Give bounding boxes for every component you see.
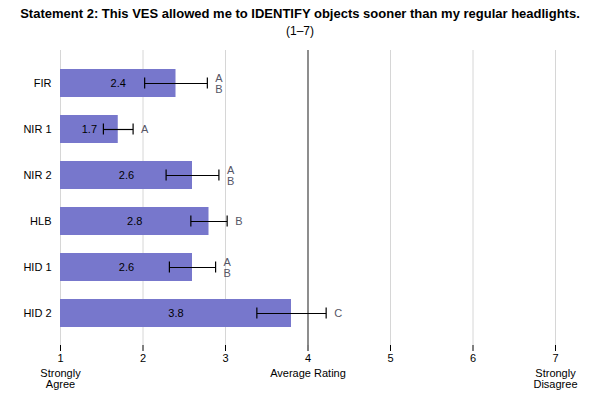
svg-text:4: 4 [305,353,311,365]
svg-text:2.6: 2.6 [119,261,134,273]
svg-text:6: 6 [470,353,476,365]
svg-text:1.7: 1.7 [82,123,97,135]
svg-text:5: 5 [387,353,393,365]
svg-text:StronglyDisagree: StronglyDisagree [533,368,577,391]
svg-text:NIR 1: NIR 1 [23,123,51,135]
svg-text:2: 2 [140,353,146,365]
svg-text:AB: AB [224,256,232,279]
html-text:Statement 2: This VES allowed: Statement 2: This VES allowed me to IDEN… [20,6,580,21]
svg-text:HLB: HLB [30,215,51,227]
svg-text:3.8: 3.8 [168,307,183,319]
svg-text:StronglyAgree: StronglyAgree [40,368,81,391]
svg-text:A: A [141,123,149,135]
svg-text:2.4: 2.4 [111,77,126,89]
svg-text:2.6: 2.6 [119,169,134,181]
svg-text:AB: AB [215,72,223,95]
svg-text:HID 1: HID 1 [23,261,51,273]
svg-text:HID 2: HID 2 [23,307,51,319]
svg-text:AB: AB [227,164,235,187]
svg-text:2.8: 2.8 [127,215,142,227]
svg-text:Average Rating: Average Rating [270,368,346,380]
svg-text:3: 3 [222,353,228,365]
svg-text:B: B [235,215,242,227]
svg-text:1: 1 [57,353,63,365]
html-text:(1–7): (1–7) [286,24,314,39]
svg-text:NIR 2: NIR 2 [23,169,51,181]
svg-text:7: 7 [552,353,558,365]
svg-text:C: C [334,307,342,319]
svg-text:FIR: FIR [34,77,52,89]
